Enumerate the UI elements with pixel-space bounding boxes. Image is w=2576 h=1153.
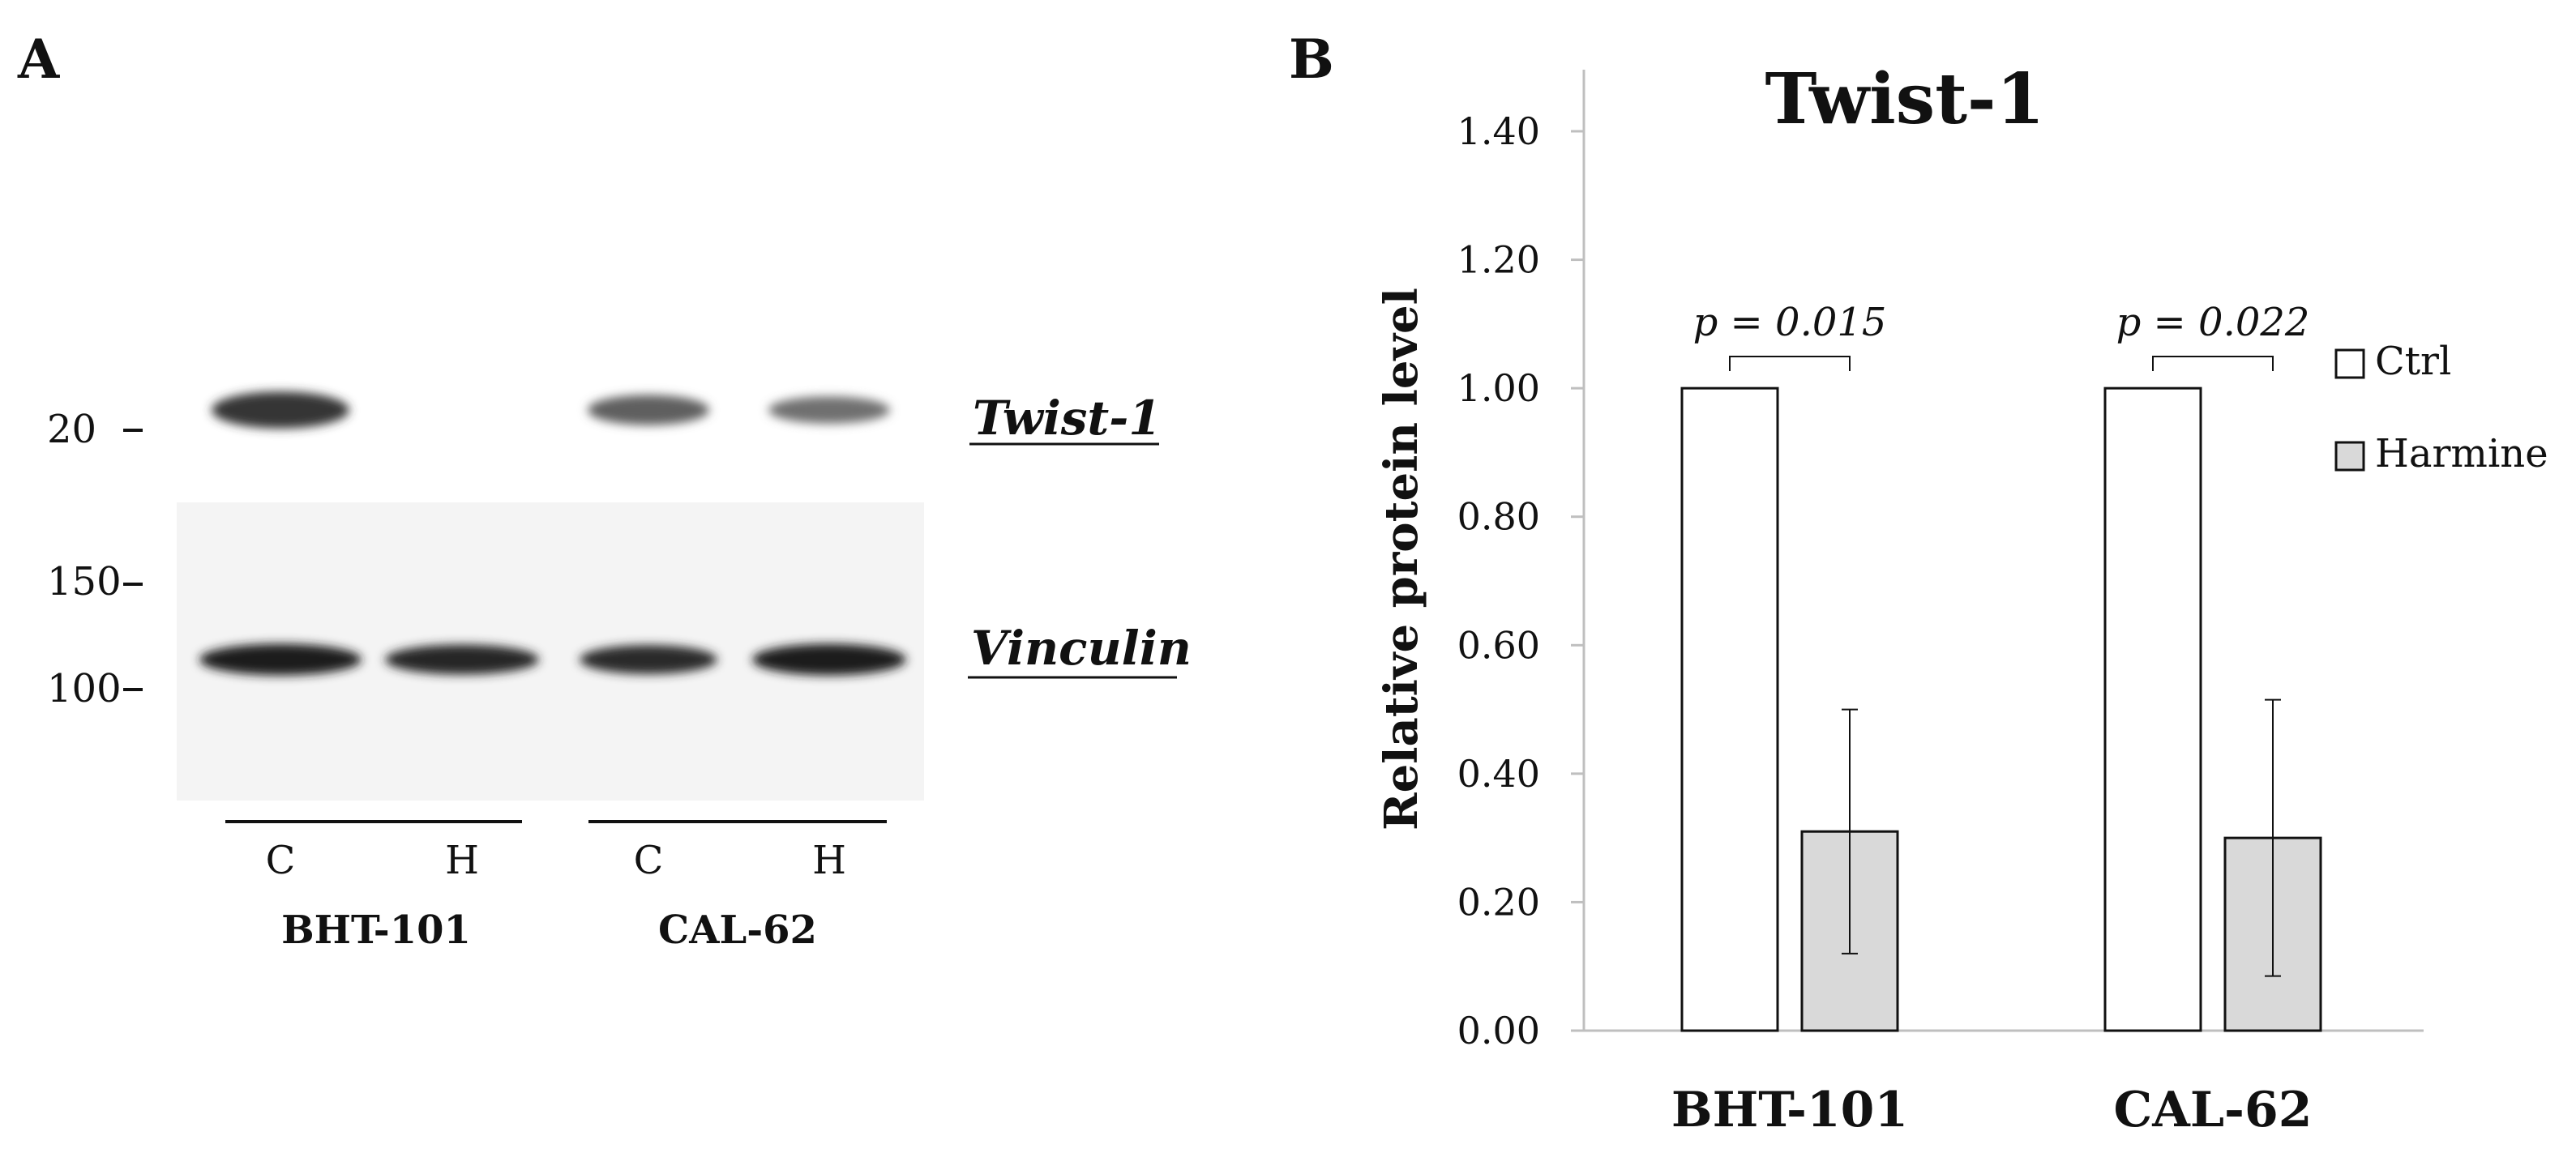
twist-1-band-cal-62-c: [588, 395, 709, 425]
x-axis-category-labels: BHT-101 CAL-62: [1671, 1082, 2313, 1138]
vinculin-bands: [199, 643, 906, 676]
y-tick-label: 1.40: [1457, 109, 1540, 153]
y-axis: 0.00 0.20 0.40 0.60 0.80 1.00 1.20 1.40: [1457, 70, 2424, 1053]
mw-marker-20: 20: [47, 407, 96, 452]
twist-1-bands: [212, 391, 890, 429]
twist-1-band-cal-62-h: [768, 396, 890, 424]
cell-line-label-cal-62: CAL-62: [658, 907, 817, 953]
legend-label-ctrl: Ctrl: [2375, 339, 2451, 384]
vinculin-band-cal-62-c: [580, 645, 717, 674]
error-bars: [1842, 698, 2281, 977]
significance-annotations: p = 0.015 p = 0.022: [1693, 300, 2310, 371]
y-tick-label: 0.40: [1457, 752, 1540, 796]
legend: Ctrl Harmine: [2334, 339, 2548, 476]
panel-a-letter: A: [17, 28, 60, 91]
x-category-label-bht-101: BHT-101: [1671, 1082, 1908, 1138]
significance-bracket-cal-62: [2152, 356, 2274, 371]
protein-label-twist-1: Twist-1: [973, 391, 1162, 446]
p-value-cal-62: p = 0.022: [2116, 300, 2310, 345]
panel-b-bar-chart: B Twist-1 Relative protein level 0.00 0.2…: [1289, 28, 2548, 1138]
y-tick-label: 0.80: [1457, 495, 1540, 539]
vinculin-band-bht-101-c: [199, 643, 362, 676]
protein-label-vinculin: Vinculin: [971, 621, 1192, 676]
y-tick-label: 1.00: [1457, 366, 1540, 410]
legend-swatch-ctrl: [2334, 348, 2365, 379]
mw-marker-100: 100: [47, 666, 122, 711]
bars: [1680, 386, 2322, 1032]
panel-b-letter: B: [1289, 28, 1334, 91]
legend-swatch-harmine: [2334, 441, 2365, 472]
significance-bracket-bht-101: [1729, 356, 1851, 371]
lane-label-cal-62-h: H: [812, 838, 846, 883]
lane-label-bht-101-h: H: [445, 838, 479, 883]
y-tick-label: 0.00: [1457, 1009, 1540, 1053]
cell-line-label-bht-101: BHT-101: [281, 907, 471, 953]
lane-label-bht-101-c: C: [266, 838, 296, 883]
panel-a-western-blot: A 20 150 100 Twist-1 Vinculin C H C H: [17, 28, 1192, 953]
y-tick-label: 0.60: [1457, 623, 1540, 667]
legend-label-harmine: Harmine: [2375, 431, 2548, 476]
vinculin-band-bht-101-h: [385, 644, 539, 675]
twist-1-band-bht-101-c: [212, 391, 349, 429]
y-tick-label: 0.20: [1457, 880, 1540, 924]
chart-title: Twist-1: [1765, 58, 2045, 140]
mw-marker-150: 150: [47, 559, 122, 604]
y-tick-label: 1.20: [1457, 238, 1540, 282]
lane-label-cal-62-c: C: [634, 838, 664, 883]
bar-cal-62-ctrl: [2103, 386, 2202, 1032]
vinculin-band-cal-62-h: [752, 643, 906, 676]
p-value-bht-101: p = 0.015: [1693, 300, 1887, 345]
y-axis-title: Relative protein level: [1375, 288, 1428, 831]
bar-bht-101-ctrl: [1680, 386, 1779, 1032]
x-category-label-cal-62: CAL-62: [2114, 1082, 2313, 1138]
